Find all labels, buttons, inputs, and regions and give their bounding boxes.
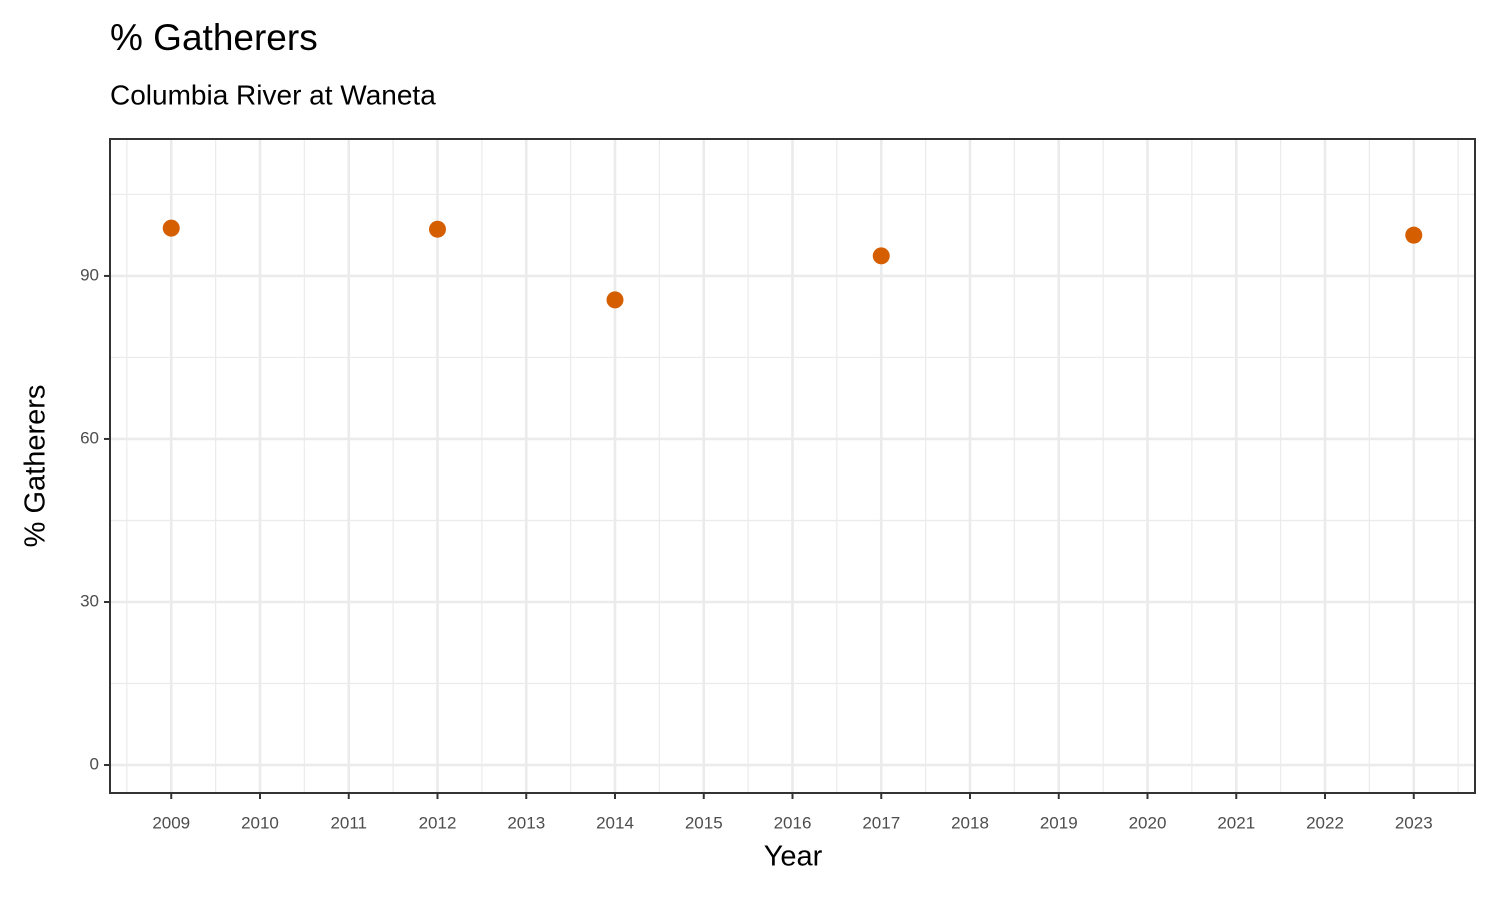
y-tick-label: 30 xyxy=(80,591,99,610)
point xyxy=(428,220,446,238)
plot-border xyxy=(109,138,1476,794)
point xyxy=(162,219,180,237)
x-tick-label: 2010 xyxy=(241,813,279,832)
x-tick-label: 2013 xyxy=(507,813,545,832)
x-tick-label: 2009 xyxy=(152,813,190,832)
point xyxy=(606,291,624,309)
x-tick-label: 2022 xyxy=(1306,813,1344,832)
x-tick-label: 2018 xyxy=(951,813,989,832)
y-tick-label: 60 xyxy=(80,428,99,447)
point xyxy=(1405,226,1423,244)
x-tick-label: 2017 xyxy=(862,813,900,832)
x-tick-label: 2011 xyxy=(330,813,367,832)
y-tick-label: 0 xyxy=(90,754,99,773)
x-tick-label: 2012 xyxy=(419,813,457,832)
x-tick-label: 2019 xyxy=(1040,813,1078,832)
chart-title: % Gatherers xyxy=(110,17,318,58)
chart-subtitle: Columbia River at Waneta xyxy=(110,79,436,110)
y-tick-label: 90 xyxy=(80,265,99,284)
point xyxy=(872,247,890,265)
x-tick-label: 2016 xyxy=(774,813,812,832)
x-tick-label: 2023 xyxy=(1395,813,1433,832)
x-tick-label: 2020 xyxy=(1129,813,1167,832)
x-tick-label: 2014 xyxy=(596,813,634,832)
x-tick-label: 2021 xyxy=(1217,813,1255,832)
x-tick-label: 2015 xyxy=(685,813,723,832)
y-axis-title: % Gatherers xyxy=(20,385,52,548)
x-axis-title: Year xyxy=(764,841,823,873)
